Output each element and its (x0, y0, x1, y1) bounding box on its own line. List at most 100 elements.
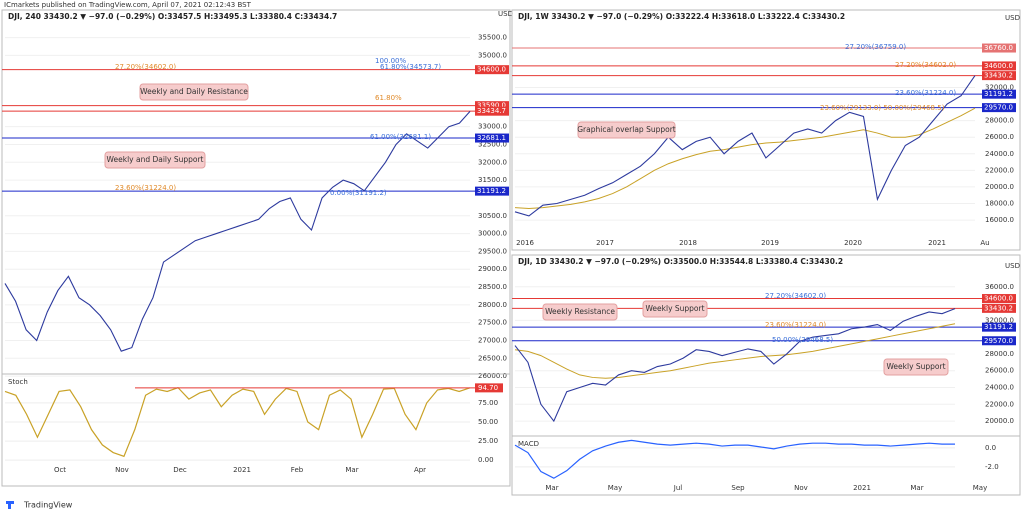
level-tag (982, 303, 1016, 313)
level-tag (982, 336, 1016, 346)
fib-label: 61.80% (375, 94, 402, 102)
panel-frame (511, 254, 1021, 496)
currency: USD (1005, 14, 1020, 22)
logo-icon (6, 501, 14, 509)
price-tick: 32000.0 (478, 158, 507, 166)
osc-name: Stoch (8, 378, 28, 386)
level-tag (475, 186, 509, 196)
time-label: 2021 (233, 466, 251, 474)
price-tick: 24000.0 (985, 384, 1014, 392)
series-osc-values (514, 439, 955, 479)
price-tick: 22000.0 (985, 400, 1014, 408)
level-tag (982, 61, 1016, 71)
fib-label: 61.80%(34573.7) (380, 63, 441, 71)
fib-label: 100.00% (375, 57, 406, 65)
fib-label: 23.60%(29133.0) 50.00%(29468.5) (820, 104, 945, 112)
fib-label: 0.00%(31191.2) (330, 189, 387, 197)
level-label: 36760.0 (984, 44, 1013, 52)
price-tick: 27500.0 (478, 319, 507, 327)
level-tag (475, 101, 509, 111)
price-tick: 16000.0 (985, 216, 1014, 224)
level-label: 34600.0 (984, 62, 1013, 70)
time-label: Nov (115, 466, 129, 474)
level-tag (982, 71, 1016, 81)
price-tick: 26500.0 (478, 354, 507, 362)
price-tick: 28000.0 (478, 301, 507, 309)
price-tick: 28000.0 (985, 117, 1014, 125)
header: ICmarkets published on TradingView.com, … (4, 1, 252, 9)
currency: USD (1005, 262, 1020, 270)
time-label: 2018 (679, 239, 697, 247)
osc-tick: 0.00 (478, 456, 494, 464)
level-label: 31191.2 (984, 323, 1013, 331)
fib-label: 23.60%(31224.0) (765, 321, 826, 329)
time-label: Au (980, 239, 989, 247)
level-tag (475, 133, 509, 143)
callout: Weekly and Daily Resistance (140, 87, 248, 96)
price-tick: 32000.0 (985, 316, 1014, 324)
osc-tick: 25.00 (478, 437, 498, 445)
callout-box (642, 300, 708, 318)
level-tag (982, 103, 1016, 113)
time-label: Sep (731, 484, 745, 492)
price-tick: 18000.0 (985, 200, 1014, 208)
price-tick: 30500.0 (478, 212, 507, 220)
price-tick: 26000.0 (985, 133, 1014, 141)
osc-tick: 75.00 (478, 399, 498, 407)
fib-label: 23.60%(31224.0) (895, 89, 956, 97)
level-label: 33590.0 (477, 102, 506, 110)
callout: Weekly Support (645, 304, 704, 313)
level-tag (982, 294, 1016, 304)
callout: Weekly and Daily Support (107, 155, 204, 164)
price-tick: 29000.0 (478, 265, 507, 273)
series-ma (514, 323, 956, 379)
level-label: 33430.2 (984, 304, 1013, 312)
level-tag (982, 322, 1016, 332)
time-label: 2021 (928, 239, 946, 247)
price-tick: 24000.0 (985, 150, 1014, 158)
fib-label: 27.20%(34602.0) (115, 63, 176, 71)
callout: Weekly Resistance (545, 307, 615, 316)
level-label: 31191.2 (477, 187, 506, 195)
time-label: Mar (545, 484, 558, 492)
price-tick: 26000.0 (985, 367, 1014, 375)
osc-last: 94.70 (478, 384, 498, 392)
level-label: 34600.0 (984, 295, 1013, 303)
level-label: 31191.2 (984, 90, 1013, 98)
level-label: 29570.0 (984, 337, 1013, 345)
osc-name: MACD (518, 440, 539, 448)
time-label: Mar (345, 466, 358, 474)
callout-box (139, 83, 249, 101)
price-tick: 29500.0 (478, 247, 507, 255)
currency: USD (498, 10, 513, 18)
time-label: 2020 (844, 239, 862, 247)
callout-box (577, 121, 676, 139)
panel-frame (1, 9, 511, 487)
time-label: Jul (673, 484, 683, 492)
osc-tick: -2.0 (985, 463, 999, 471)
series-prices (514, 75, 976, 217)
price-tick: 36000.0 (985, 283, 1014, 291)
osc-tick: 50.00 (478, 418, 498, 426)
level-tag (475, 65, 509, 75)
level-label: 33434.7 (477, 107, 506, 115)
series-osc-values (4, 386, 471, 458)
price-tick: 35000.0 (478, 51, 507, 59)
fib-label: 27.20%(34602.0) (765, 292, 826, 300)
price-tick: 20000.0 (985, 417, 1014, 425)
fib-label: 50.00%(29468.5) (772, 336, 833, 344)
time-label: 2019 (761, 239, 779, 247)
callout: Graphical overlap Support (577, 125, 676, 134)
level-tag (982, 89, 1016, 99)
price-tick: 32000.0 (985, 83, 1014, 91)
time-label: Dec (173, 466, 187, 474)
level-label: 29570.0 (984, 104, 1013, 112)
panel-frame (511, 9, 1021, 251)
time-label: 2021 (853, 484, 871, 492)
callout-box (542, 303, 618, 321)
series-prices (4, 110, 471, 352)
series-ma (514, 107, 976, 209)
price-tick: 33000.0 (478, 123, 507, 131)
level-tag (982, 43, 1016, 53)
fib-label: 61.00%(32681.1) (370, 133, 431, 141)
